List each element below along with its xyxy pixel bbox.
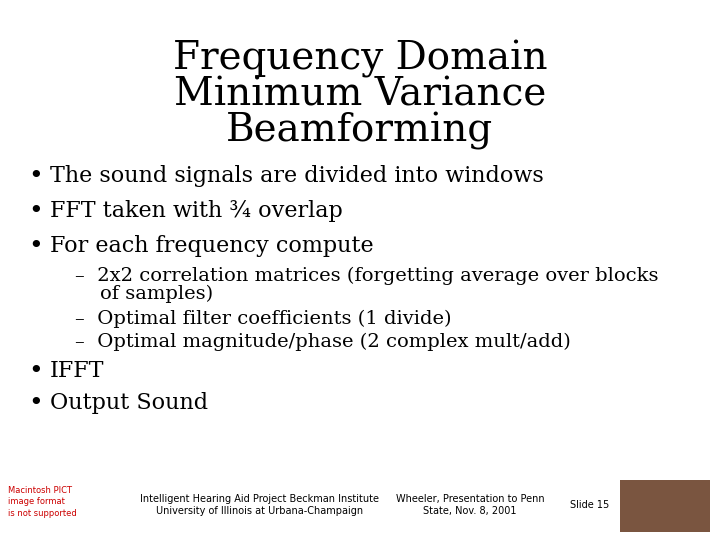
Text: Slide 15: Slide 15 [570,500,610,510]
Text: Intelligent Hearing Aid Project Beckman Institute
University of Illinois at Urba: Intelligent Hearing Aid Project Beckman … [140,494,379,516]
Text: of samples): of samples) [75,285,213,303]
Text: •: • [28,235,42,258]
FancyBboxPatch shape [620,480,710,532]
Text: –  Optimal filter coefficients (1 divide): – Optimal filter coefficients (1 divide) [75,310,451,328]
Text: •: • [28,392,42,415]
Text: •: • [28,165,42,188]
Text: FFT taken with ¾ overlap: FFT taken with ¾ overlap [50,200,343,222]
Text: Output Sound: Output Sound [50,392,208,414]
Text: –  Optimal magnitude/phase (2 complex mult/add): – Optimal magnitude/phase (2 complex mul… [75,333,571,351]
Text: Minimum Variance: Minimum Variance [174,76,546,113]
Text: •: • [28,200,42,223]
Text: Wheeler, Presentation to Penn
State, Nov. 8, 2001: Wheeler, Presentation to Penn State, Nov… [396,494,544,516]
Text: Frequency Domain: Frequency Domain [173,40,547,78]
Text: IFFT: IFFT [50,360,104,382]
Text: Macintosh PICT
image format
is not supported: Macintosh PICT image format is not suppo… [8,487,77,518]
Text: •: • [28,360,42,383]
Text: For each frequency compute: For each frequency compute [50,235,374,257]
Text: The sound signals are divided into windows: The sound signals are divided into windo… [50,165,544,187]
Text: –  2x2 correlation matrices (forgetting average over blocks: – 2x2 correlation matrices (forgetting a… [75,267,659,285]
Text: Beamforming: Beamforming [226,112,494,150]
